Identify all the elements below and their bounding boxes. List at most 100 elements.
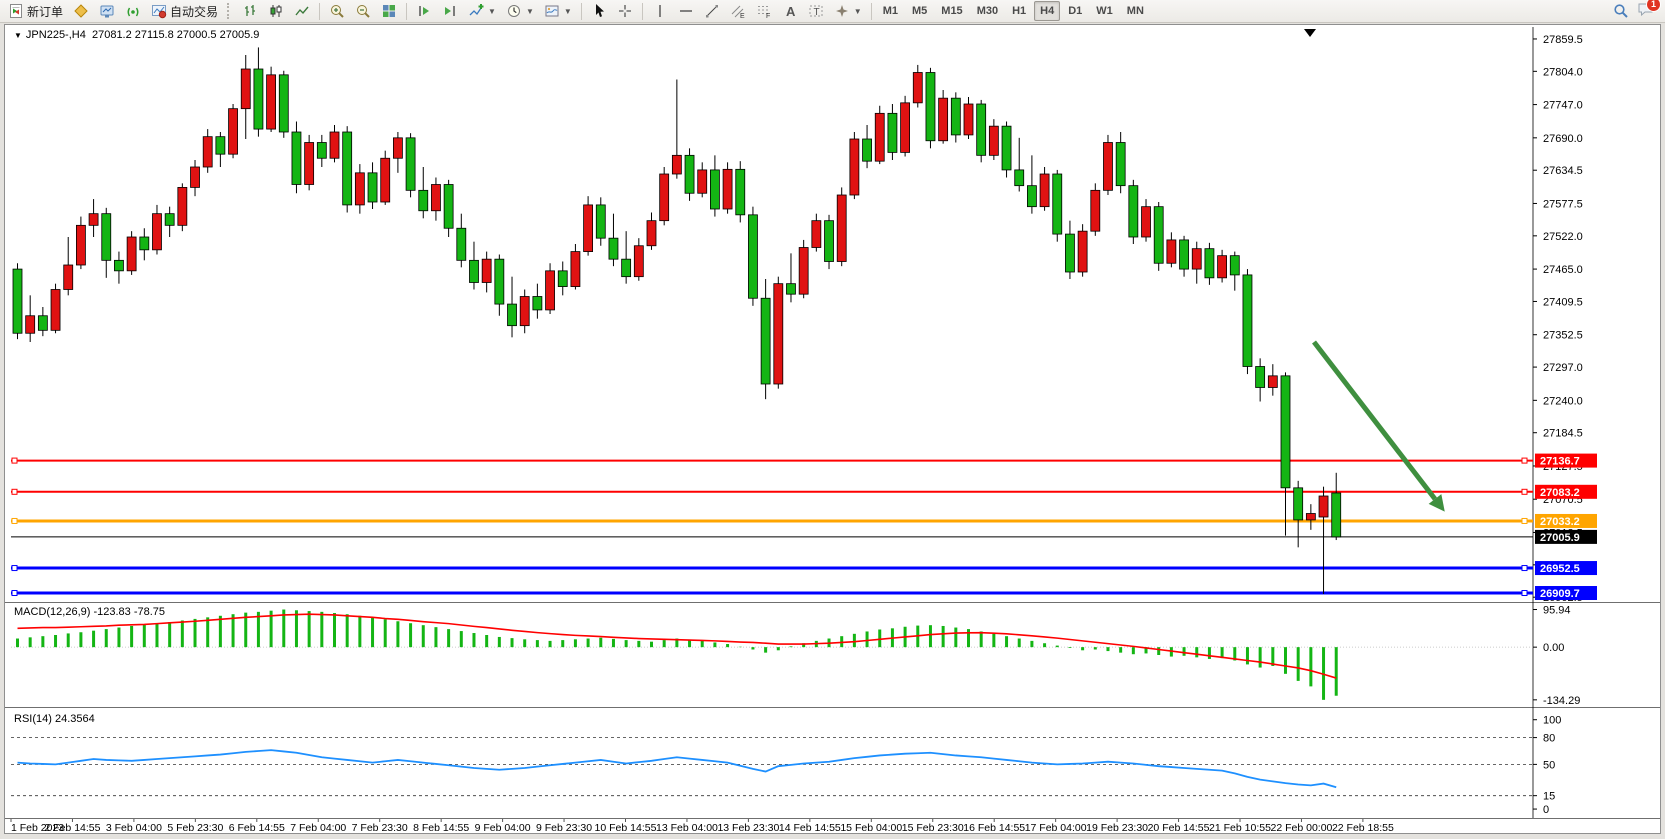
timeframe-m1[interactable]: M1 xyxy=(877,1,904,21)
svg-text:A: A xyxy=(786,4,796,19)
auto-scroll-button[interactable] xyxy=(412,1,436,21)
candle xyxy=(722,168,733,210)
candle xyxy=(126,236,137,272)
market-button[interactable] xyxy=(69,1,93,21)
indicators-dropdown[interactable]: ▼ xyxy=(464,1,500,21)
zoom-in-icon xyxy=(331,5,344,18)
toolbar-separator xyxy=(580,2,582,20)
shapes-icon xyxy=(835,5,848,17)
candle xyxy=(1293,487,1304,521)
periods-dropdown[interactable]: ▼ xyxy=(502,1,538,21)
timeframe-mn[interactable]: MN xyxy=(1121,1,1150,21)
timeframe-d1[interactable]: D1 xyxy=(1062,1,1088,21)
candlestick-chart-button[interactable] xyxy=(264,1,288,21)
chart-shift-button[interactable] xyxy=(438,1,462,21)
svg-text:E: E xyxy=(740,13,745,19)
candle xyxy=(684,154,695,194)
hline-27136.7[interactable]: 27136.7 xyxy=(11,453,1597,468)
down-triangle-marker[interactable] xyxy=(1304,29,1316,37)
trend-arrow[interactable] xyxy=(1312,340,1445,512)
candle xyxy=(1318,495,1329,518)
search-icon[interactable] xyxy=(1613,3,1629,19)
candle xyxy=(1014,169,1025,187)
zoom-in-button[interactable] xyxy=(325,1,349,21)
bar-chart-button[interactable] xyxy=(238,1,262,21)
candle xyxy=(202,136,213,168)
candle xyxy=(950,97,961,136)
svg-text:3 Feb 04:00: 3 Feb 04:00 xyxy=(106,822,162,831)
crosshair-button[interactable] xyxy=(613,1,637,21)
svg-text:27859.5: 27859.5 xyxy=(1543,34,1583,46)
svg-text:27033.2: 27033.2 xyxy=(1540,516,1580,528)
community-button[interactable] xyxy=(95,1,119,21)
cursor-icon xyxy=(595,4,604,17)
tile-windows-button[interactable] xyxy=(377,1,401,21)
notifications-button[interactable]: 1 xyxy=(1637,0,1661,22)
timeframe-m15[interactable]: M15 xyxy=(935,1,968,21)
svg-text:80: 80 xyxy=(1543,733,1555,745)
candle xyxy=(1267,375,1278,388)
svg-text:7 Feb 04:00: 7 Feb 04:00 xyxy=(290,822,346,831)
candle xyxy=(633,245,644,278)
timeframe-h4[interactable]: H4 xyxy=(1034,1,1061,21)
svg-text:5 Feb 23:30: 5 Feb 23:30 xyxy=(167,822,223,831)
candle xyxy=(874,112,885,162)
candle xyxy=(545,270,555,311)
hline-27033.2[interactable]: 27033.2 xyxy=(11,513,1597,528)
candle xyxy=(380,157,391,203)
candle xyxy=(836,194,847,262)
svg-text:13 Feb 23:30: 13 Feb 23:30 xyxy=(717,822,779,831)
candle xyxy=(1077,230,1088,273)
new-order-button[interactable]: 新订单 xyxy=(4,1,67,21)
hline-26952.5[interactable]: 26952.5 xyxy=(11,561,1597,576)
candle xyxy=(253,68,264,130)
collapse-triangle-icon[interactable]: ▼ xyxy=(14,31,22,40)
market-icon xyxy=(74,4,88,18)
hline-26909.7[interactable]: 26909.7 xyxy=(11,586,1597,601)
svg-text:22 Feb 00:00: 22 Feb 00:00 xyxy=(1271,822,1333,831)
toolbar-separator xyxy=(406,2,408,20)
chart-canvas[interactable]: 27859.5 27804.0 27747.0 27690.0 27634.5 27577… xyxy=(5,25,1660,834)
cursor-button[interactable] xyxy=(587,1,611,21)
svg-text:0.00: 0.00 xyxy=(1543,642,1564,654)
svg-text:27804.0: 27804.0 xyxy=(1543,66,1583,78)
equidistant-channel-button[interactable]: E xyxy=(726,1,750,21)
timeframe-h1[interactable]: H1 xyxy=(1006,1,1032,21)
candle xyxy=(900,102,910,153)
candle xyxy=(291,131,302,185)
shapes-dropdown[interactable]: ▼ xyxy=(830,1,866,21)
candle xyxy=(76,224,86,266)
svg-text:15 Feb 23:30: 15 Feb 23:30 xyxy=(902,822,964,831)
new-order-icon xyxy=(10,4,22,18)
svg-text:95.94: 95.94 xyxy=(1543,605,1571,617)
chart-window: 27859.5 27804.0 27747.0 27690.0 27634.5 27577… xyxy=(4,24,1661,834)
zoom-out-button[interactable] xyxy=(351,1,375,21)
toolbar-separator xyxy=(641,2,643,20)
horizontal-line-button[interactable] xyxy=(674,1,698,21)
timeframe-m30[interactable]: M30 xyxy=(971,1,1004,21)
candle xyxy=(557,270,568,287)
candle xyxy=(1255,366,1266,388)
timeframe-m5[interactable]: M5 xyxy=(906,1,933,21)
svg-text:27240.0: 27240.0 xyxy=(1543,395,1583,407)
chevron-down-icon: ▼ xyxy=(563,6,572,16)
hline-27083.2[interactable]: 27083.2 xyxy=(11,484,1597,499)
trendline-button[interactable] xyxy=(700,1,724,21)
timeframe-w1[interactable]: W1 xyxy=(1090,1,1119,21)
candlestick-chart-icon xyxy=(270,5,282,17)
fibonacci-icon: F xyxy=(757,6,770,19)
vertical-line-button[interactable] xyxy=(648,1,672,21)
svg-text:27005.9: 27005.9 xyxy=(1540,532,1580,544)
autotrading-button[interactable]: 自动交易 xyxy=(147,1,222,21)
text-label-button[interactable]: T xyxy=(804,1,828,21)
text-button[interactable]: A xyxy=(778,1,802,21)
hline-27005.9[interactable]: 27005.9 xyxy=(11,529,1597,544)
signals-button[interactable] xyxy=(121,1,145,21)
line-chart-button[interactable] xyxy=(290,1,314,21)
fibonacci-button[interactable]: F xyxy=(752,1,776,21)
svg-text:8 Feb 14:55: 8 Feb 14:55 xyxy=(413,822,469,831)
candle xyxy=(1331,492,1342,538)
templates-dropdown[interactable]: ▼ xyxy=(540,1,576,21)
candle xyxy=(1166,239,1177,264)
candle xyxy=(354,172,365,206)
